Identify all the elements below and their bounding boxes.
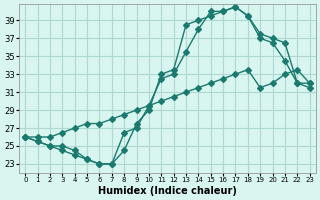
X-axis label: Humidex (Indice chaleur): Humidex (Indice chaleur) bbox=[98, 186, 237, 196]
